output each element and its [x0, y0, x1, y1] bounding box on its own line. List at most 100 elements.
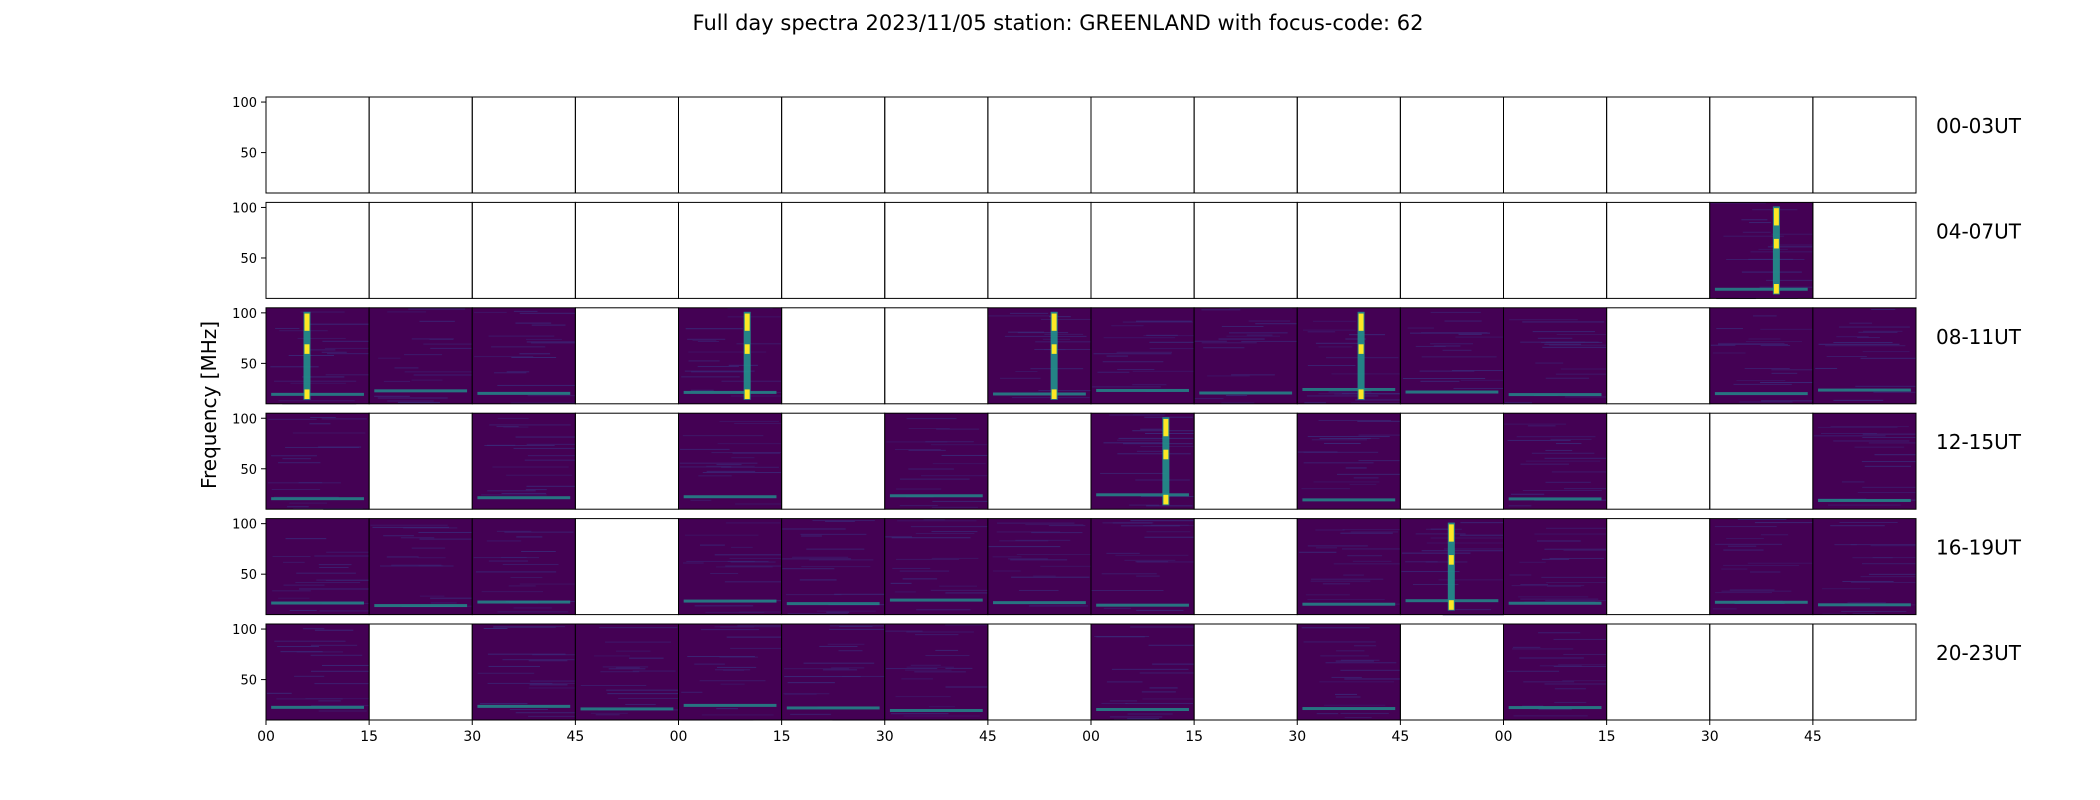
noise-streak	[1115, 554, 1189, 556]
noise-streak	[1430, 311, 1481, 313]
noise-streak	[1860, 357, 1916, 359]
noise-streak	[599, 627, 678, 629]
noise-streak	[513, 447, 576, 449]
noise-streak	[1310, 580, 1371, 582]
noise-streak	[1241, 340, 1298, 342]
noise-streak	[387, 311, 427, 313]
noise-streak	[1343, 574, 1364, 576]
noise-streak	[403, 527, 458, 529]
noise-streak	[1833, 342, 1893, 344]
noise-streak	[1031, 532, 1083, 534]
noise-streak	[580, 685, 647, 687]
noise-streak	[905, 669, 952, 671]
low-frequency-band	[477, 496, 571, 500]
spectrum-panel	[574, 96, 679, 194]
spectrum-panel	[1399, 623, 1504, 721]
noise-streak	[725, 522, 781, 524]
spectrum-panel	[1296, 518, 1401, 616]
noise-streak	[1228, 332, 1288, 334]
spectrum-panel	[1399, 518, 1504, 616]
low-frequency-band	[1096, 388, 1189, 392]
noise-streak	[1541, 341, 1603, 343]
noise-streak	[430, 347, 473, 349]
noise-streak	[271, 455, 317, 457]
noise-streak	[604, 641, 672, 643]
spectrum-panel	[1606, 623, 1711, 721]
noise-streak	[298, 588, 370, 590]
noise-streak	[694, 605, 754, 607]
panel-frame	[1606, 518, 1711, 616]
noise-streak	[1303, 451, 1379, 453]
noise-streak	[908, 427, 950, 429]
noise-streak	[896, 488, 942, 490]
noise-streak	[314, 629, 354, 631]
noise-streak	[719, 656, 758, 658]
noise-streak	[489, 424, 571, 426]
noise-streak	[1331, 373, 1401, 375]
spectrum-panel	[1503, 96, 1608, 194]
noise-streak	[1726, 259, 1805, 261]
noise-streak	[1749, 571, 1781, 573]
noise-streak	[1536, 540, 1581, 542]
spectrum-panel	[1606, 201, 1711, 299]
axes-layer: 50 100 00-03UT 50 100 04-07UT 50 100 08-11UT 50 10…	[232, 96, 2022, 745]
noise-streak	[519, 583, 576, 585]
noise-streak	[680, 448, 730, 450]
noise-streak	[287, 506, 309, 508]
noise-streak	[1421, 550, 1504, 552]
noise-streak	[510, 576, 543, 578]
noise-streak	[419, 320, 455, 322]
noise-streak	[787, 613, 848, 615]
panel-frame	[471, 201, 576, 299]
noise-streak	[829, 628, 885, 630]
noise-streak	[899, 505, 938, 507]
panel-frame	[1090, 201, 1195, 299]
noise-streak	[595, 714, 620, 716]
noise-streak	[1549, 344, 1607, 346]
spectrum-background	[1297, 307, 1401, 404]
noise-streak	[914, 671, 966, 673]
noise-streak	[697, 341, 719, 343]
noise-streak	[781, 558, 851, 560]
noise-streak	[1504, 423, 1567, 425]
low-frequency-band	[1818, 388, 1911, 392]
panel-frame	[1812, 96, 1917, 194]
noise-streak	[1322, 583, 1351, 585]
x-tick-label: 15	[773, 729, 791, 745]
low-frequency-band	[271, 497, 364, 501]
noise-streak	[1723, 235, 1784, 237]
noise-streak	[714, 626, 782, 628]
panel-frame	[781, 201, 886, 299]
noise-streak	[1420, 380, 1460, 382]
noise-streak	[297, 337, 346, 339]
y-tick-label: 100	[232, 623, 257, 638]
spectrum-background	[1503, 624, 1607, 720]
row-label: 00-03UT	[1936, 114, 2022, 138]
noise-streak	[785, 594, 842, 596]
noise-streak	[481, 494, 547, 496]
noise-streak	[700, 544, 725, 546]
noise-streak	[497, 417, 529, 419]
noise-streak	[419, 538, 473, 540]
noise-streak	[1325, 662, 1397, 664]
noise-streak	[1544, 457, 1607, 459]
noise-streak	[1512, 648, 1574, 650]
panel-frame	[1399, 623, 1504, 721]
panel-frame	[368, 623, 473, 721]
noise-streak	[1145, 433, 1195, 435]
spectrum-panel	[1296, 623, 1401, 721]
x-tick-label: 30	[1701, 729, 1719, 745]
noise-streak	[1313, 481, 1380, 483]
panel-frame	[1606, 201, 1711, 299]
noise-streak	[1029, 605, 1089, 607]
noise-streak	[1353, 477, 1379, 479]
panel-frame	[1812, 623, 1917, 721]
noise-streak	[931, 444, 988, 446]
panel-grid	[265, 96, 1917, 721]
noise-streak	[730, 647, 782, 649]
spectrum-panel	[368, 412, 473, 510]
noise-streak	[1535, 362, 1564, 364]
low-frequency-band	[1302, 602, 1396, 606]
noise-streak	[1401, 552, 1471, 554]
noise-streak	[309, 423, 331, 425]
